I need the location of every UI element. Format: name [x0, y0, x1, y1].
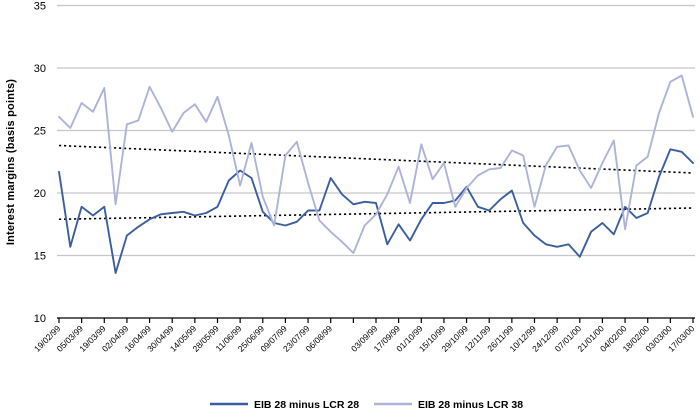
y-axis-title: Interest margins (basis points)	[5, 79, 17, 245]
trend-line-1	[58, 144, 694, 174]
y-tick-label: 25	[34, 126, 46, 138]
plot-series	[58, 74, 694, 274]
series-line-1	[58, 74, 694, 254]
y-tick-label: 15	[34, 251, 46, 263]
gridlines	[57, 4, 695, 257]
x-axis-tick-labels: 19/02/9905/03/9919/03/9902/04/9916/04/99…	[32, 323, 697, 354]
x-axis: 19/02/9905/03/9919/03/9902/04/9916/04/99…	[32, 317, 697, 354]
y-tick-label: 35	[34, 1, 46, 13]
y-tick-label: 20	[34, 188, 46, 200]
x-axis-ticks	[58, 318, 694, 323]
legend: EIB 28 minus LCR 28 EIB 28 minus LCR 38	[210, 399, 523, 411]
y-tick-label: 10	[34, 313, 46, 325]
legend-label-eib28-lcr28: EIB 28 minus LCR 28	[254, 399, 359, 411]
y-axis: 10 15 20 25 30 35 Interest margins (basis poi…	[5, 1, 46, 326]
series-line-0	[58, 148, 694, 274]
y-tick-labels: 10 15 20 25 30 35	[34, 1, 46, 326]
y-tick-label: 30	[34, 63, 46, 75]
legend-label-eib28-lcr38: EIB 28 minus LCR 38	[418, 399, 523, 411]
